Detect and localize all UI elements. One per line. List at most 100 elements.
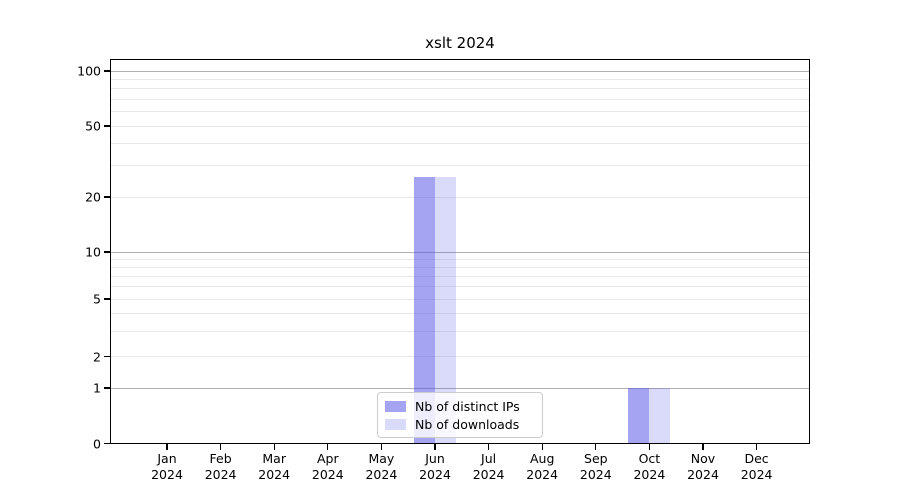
y-tick-label-10: 10 — [85, 244, 101, 260]
y-tick-20 — [104, 196, 110, 198]
bar-jun-nb-of-downloads — [435, 176, 456, 444]
x-tick-month-jan: Jan — [157, 451, 177, 466]
x-tick-mar — [273, 444, 275, 450]
x-tick-year-nov: 2024 — [687, 466, 719, 482]
x-tick-label-jan: Jan 2024 — [135, 451, 199, 482]
minor-gridline-5 — [110, 298, 810, 300]
x-tick-label-jul: Jul 2024 — [457, 451, 521, 482]
x-tick-month-mar: Mar — [262, 451, 286, 466]
major-gridline-1 — [110, 387, 810, 389]
minor-gridline-40 — [110, 142, 810, 144]
x-tick-jun — [434, 444, 436, 450]
minor-gridline-3 — [110, 330, 810, 332]
y-tick-label-50: 50 — [85, 118, 101, 134]
x-tick-oct — [648, 444, 651, 450]
y-tick-2 — [104, 355, 110, 358]
x-tick-month-jun: Jun — [425, 451, 445, 466]
minor-gridline-20 — [110, 196, 810, 198]
minor-gridline-70 — [110, 98, 810, 100]
y-tick-label-5: 5 — [93, 291, 101, 307]
x-tick-month-oct: Oct — [638, 451, 661, 466]
x-tick-year-feb: 2024 — [204, 466, 237, 482]
x-tick-label-nov: Nov 2024 — [671, 451, 735, 482]
x-tick-year-may: 2024 — [365, 466, 398, 482]
x-tick-year-oct: 2024 — [633, 466, 666, 482]
x-tick-jan — [166, 444, 168, 450]
y-tick-5 — [104, 298, 110, 300]
y-tick-label-20: 20 — [85, 189, 101, 205]
x-tick-label-mar: Mar 2024 — [242, 451, 306, 482]
y-tick-label-0: 0 — [93, 436, 101, 451]
x-tick-month-feb: Feb — [209, 451, 232, 466]
legend-item-nb-of-distinct-ips: Nb of distinct IPs — [385, 399, 535, 414]
minor-gridline-90 — [110, 78, 810, 80]
x-tick-year-sep: 2024 — [579, 466, 612, 482]
bar-oct-nb-of-downloads — [649, 388, 671, 444]
minor-gridline-30 — [110, 165, 810, 167]
x-tick-label-jun: Jun 2024 — [403, 451, 467, 482]
chart-title: xslt 2024 — [425, 34, 495, 52]
x-tick-month-apr: Apr — [316, 451, 339, 466]
x-tick-feb — [219, 444, 222, 450]
x-tick-year-jul: 2024 — [472, 466, 505, 482]
x-tick-aug — [541, 444, 543, 450]
x-tick-year-dec: 2024 — [740, 466, 773, 482]
legend-swatch-nb-of-downloads — [385, 418, 406, 430]
x-tick-month-aug: Aug — [529, 451, 555, 466]
x-tick-label-may: May 2024 — [349, 451, 413, 482]
x-tick-year-apr: 2024 — [311, 466, 344, 482]
minor-gridline-50 — [110, 125, 810, 127]
minor-gridline-8 — [110, 266, 810, 268]
bar-oct-nb-of-distinct-ips — [628, 388, 650, 444]
y-tick-label-1: 1 — [93, 380, 101, 396]
minor-gridline-2 — [110, 356, 810, 357]
minor-gridline-9 — [110, 258, 810, 260]
minor-gridline-6 — [110, 286, 810, 288]
plot-area-border — [110, 59, 810, 444]
y-tick-0 — [104, 442, 110, 445]
legend-label-nb-of-downloads: Nb of downloads — [415, 416, 520, 432]
x-tick-dec — [755, 444, 758, 450]
y-tick-1 — [104, 387, 110, 389]
x-tick-month-may: May — [368, 451, 395, 466]
minor-gridline-7 — [110, 275, 810, 277]
major-gridline-100 — [110, 70, 810, 72]
x-tick-nov — [702, 444, 704, 450]
x-tick-jul — [487, 444, 490, 450]
legend-item-nb-of-downloads: Nb of downloads — [385, 417, 535, 432]
x-tick-may — [380, 444, 383, 450]
legend-label-nb-of-distinct-ips: Nb of distinct IPs — [415, 398, 520, 414]
minor-gridline-4 — [110, 312, 810, 314]
y-tick-100 — [104, 70, 110, 72]
x-tick-label-sep: Sep 2024 — [564, 451, 628, 482]
x-tick-year-aug: 2024 — [526, 466, 559, 482]
x-tick-apr — [327, 444, 329, 450]
minor-gridline-60 — [110, 111, 810, 113]
major-gridline-10 — [110, 251, 810, 253]
bar-jun-nb-of-distinct-ips — [414, 176, 435, 444]
legend-swatch-nb-of-distinct-ips — [385, 400, 406, 412]
y-tick-label-2: 2 — [93, 349, 101, 364]
minor-gridline-80 — [110, 88, 810, 90]
x-tick-label-feb: Feb 2024 — [189, 451, 253, 482]
x-tick-sep — [595, 444, 597, 450]
x-tick-label-oct: Oct 2024 — [617, 451, 681, 482]
y-tick-10 — [104, 251, 110, 253]
x-tick-month-jul: Jul — [481, 451, 497, 466]
x-tick-year-mar: 2024 — [258, 466, 291, 482]
x-tick-label-apr: Apr 2024 — [296, 451, 360, 482]
x-tick-year-jan: 2024 — [151, 466, 183, 482]
y-tick-50 — [104, 125, 110, 127]
x-tick-label-aug: Aug 2024 — [510, 451, 574, 482]
x-tick-year-jun: 2024 — [419, 466, 451, 482]
x-tick-month-sep: Sep — [584, 451, 608, 466]
x-tick-month-dec: Dec — [744, 451, 769, 466]
y-tick-label-100: 100 — [77, 63, 101, 79]
x-tick-month-nov: Nov — [690, 451, 716, 466]
x-tick-label-dec: Dec 2024 — [725, 451, 789, 482]
legend: Nb of distinct IPs Nb of downloads — [377, 392, 543, 438]
